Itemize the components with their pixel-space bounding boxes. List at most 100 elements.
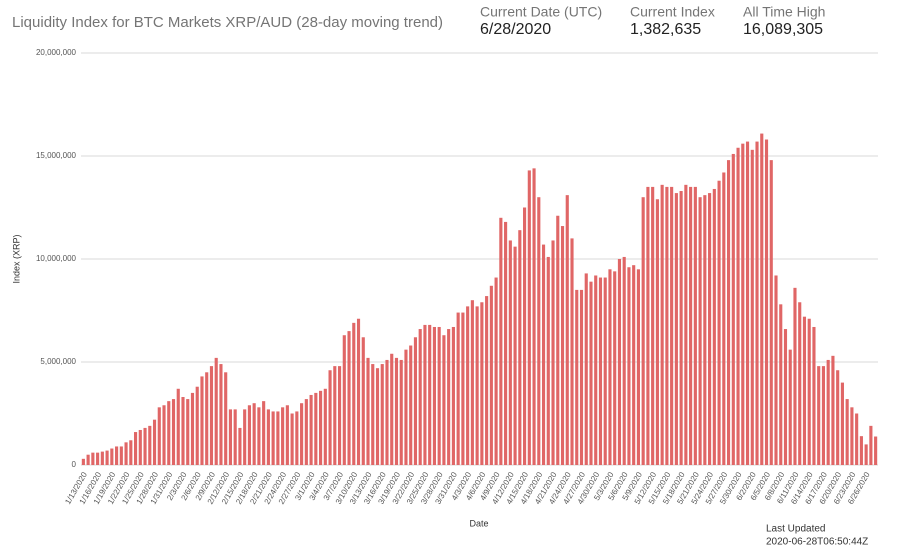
bar [532, 168, 536, 466]
stat-value: 1,382,635 [630, 21, 701, 38]
bar [874, 436, 878, 465]
stat-value: 16,089,305 [743, 21, 823, 38]
bar [764, 139, 769, 465]
bar [499, 217, 503, 465]
bar [96, 452, 100, 465]
updated-label: Last Updated [766, 524, 826, 535]
bar [466, 306, 470, 465]
stat-label: Current Date (UTC) [480, 4, 602, 20]
bar [750, 149, 754, 465]
bar [152, 419, 157, 465]
bar [366, 357, 370, 465]
bar [802, 316, 807, 465]
bar [703, 195, 707, 465]
bar [399, 359, 403, 465]
bar [167, 401, 171, 465]
bar [328, 370, 332, 465]
bar [385, 359, 389, 465]
bar [608, 269, 612, 465]
bar [110, 448, 114, 465]
bar [319, 390, 323, 465]
bar [812, 326, 816, 465]
bar [413, 337, 418, 465]
y-axis-title: Index (XRP) [11, 234, 21, 283]
bar [337, 366, 342, 465]
bar [247, 405, 251, 465]
bar [570, 238, 574, 465]
bar [451, 326, 455, 465]
bar [371, 364, 375, 465]
bar [636, 269, 640, 465]
y-tick-label: 0 [72, 460, 77, 469]
y-tick-label: 10,000,000 [36, 254, 77, 263]
bar [560, 226, 565, 465]
updated-value: 2020-06-28T06:50:44Z [766, 537, 868, 548]
bar [527, 170, 531, 466]
y-tick-label: 5,000,000 [40, 357, 76, 366]
stat-value: 6/28/2020 [480, 21, 551, 38]
bar [494, 277, 498, 465]
bar [252, 403, 256, 465]
bar [290, 413, 294, 465]
bar [726, 160, 731, 465]
bar [143, 427, 147, 465]
bar [447, 329, 451, 465]
bar [821, 366, 826, 465]
bar [233, 409, 237, 465]
bar [409, 345, 413, 465]
bar [722, 172, 726, 466]
bar [594, 275, 598, 465]
bar [774, 275, 778, 465]
bar [745, 141, 750, 465]
bar [627, 267, 631, 465]
bar [133, 432, 138, 465]
bar [119, 446, 123, 465]
bar [674, 193, 678, 465]
bar [840, 382, 844, 465]
bar [461, 312, 465, 465]
bar [356, 318, 361, 465]
bar [641, 197, 645, 465]
bar [428, 324, 432, 465]
bar [470, 300, 474, 465]
bar [665, 186, 669, 465]
bar [717, 180, 721, 465]
bar [589, 281, 593, 465]
bar [632, 265, 636, 465]
bar [584, 273, 588, 465]
bar [219, 364, 223, 465]
bar [257, 407, 261, 465]
bar [262, 401, 266, 465]
bar [309, 394, 313, 465]
y-tick-label: 20,000,000 [36, 48, 77, 57]
bar [138, 429, 142, 465]
bar [660, 184, 664, 465]
bar [195, 386, 199, 465]
bar [541, 244, 546, 465]
bar [394, 357, 399, 465]
bar [769, 160, 773, 465]
bar [508, 240, 512, 465]
bar [181, 397, 185, 465]
bar [537, 197, 541, 465]
bar [575, 289, 579, 465]
bar [129, 440, 133, 465]
bar [347, 331, 351, 465]
bar [228, 409, 233, 465]
bar [375, 368, 380, 465]
bar [190, 392, 195, 465]
stat-label: All Time High [743, 4, 825, 20]
bar [689, 186, 693, 465]
bar [741, 143, 745, 465]
bar [807, 318, 811, 465]
bar [91, 452, 95, 465]
bar [793, 287, 797, 465]
bar [162, 405, 166, 465]
bar [613, 271, 617, 465]
bar [646, 186, 650, 465]
bar [238, 427, 242, 465]
stat-label: Current Index [630, 4, 715, 20]
bar [243, 409, 247, 465]
bar [551, 240, 555, 465]
bar [513, 246, 517, 465]
